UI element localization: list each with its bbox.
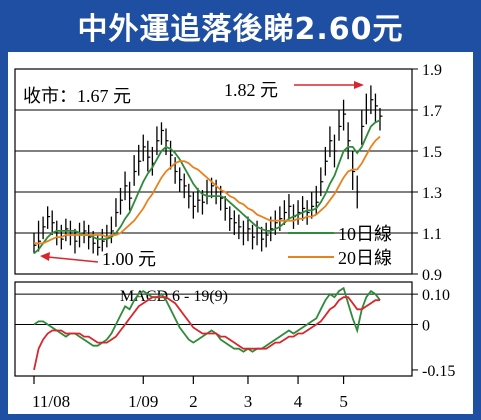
x-tick-label: 5: [339, 392, 348, 411]
legend-ma20-label: 20日線: [338, 248, 392, 268]
x-tick-label: 1/09: [128, 392, 158, 411]
price-tick-label: 1.7: [422, 103, 442, 120]
price-tick-label: 0.9: [422, 267, 442, 284]
chart-area: 0.9 1.1 1.3 1.5 1.7 1.9 收市：1.67 元 1.82 元 1.00…: [8, 52, 473, 414]
macd-tick-label: 0.10: [422, 287, 450, 304]
close-price-label: 收市：1.67 元: [23, 86, 131, 106]
price-tick-label: 1.5: [422, 144, 442, 161]
low-arrow-line: [47, 256, 99, 263]
headline-bar: 中外運追落後睇2.60元: [0, 0, 481, 52]
price-tick-label: 1.3: [422, 185, 442, 202]
macd-tick-label: 0: [422, 317, 430, 334]
x-tick-label: 2: [189, 392, 198, 411]
high-arrow-head: [354, 81, 364, 89]
x-tick-label: 3: [244, 392, 253, 411]
price-grid: [15, 109, 412, 234]
x-axis: 11/08 1/09 2 3 4 5: [32, 376, 348, 411]
ma20-line: [34, 135, 381, 245]
price-y-ticks: 0.9 1.1 1.3 1.5 1.7 1.9: [412, 62, 442, 284]
legend-ma10-label: 10日線: [338, 224, 392, 244]
chart-legend: 10日線 20日線: [288, 224, 392, 268]
macd-y-ticks: 0.10 0 -0.15: [412, 287, 455, 380]
macd-panel-border: [14, 281, 413, 377]
x-tick-label: 4: [294, 392, 303, 411]
low-price-label: 1.00 元: [102, 249, 156, 269]
price-candles: [33, 85, 383, 256]
headline-title: 中外運追落後睇2.60元: [77, 12, 404, 47]
macd-tick-label: -0.15: [422, 363, 455, 380]
low-arrow-head: [40, 252, 50, 261]
x-tick-label: 11/08: [32, 392, 70, 411]
price-tick-label: 1.1: [422, 226, 442, 243]
price-panel-border: [14, 68, 413, 275]
price-tick-label: 1.9: [422, 62, 442, 79]
signal-line: [33, 296, 380, 371]
ma10-line: [33, 119, 381, 255]
high-price-label: 1.82 元: [224, 80, 278, 100]
chart-svg: 0.9 1.1 1.3 1.5 1.7 1.9 收市：1.67 元 1.82 元 1.00…: [14, 62, 455, 411]
